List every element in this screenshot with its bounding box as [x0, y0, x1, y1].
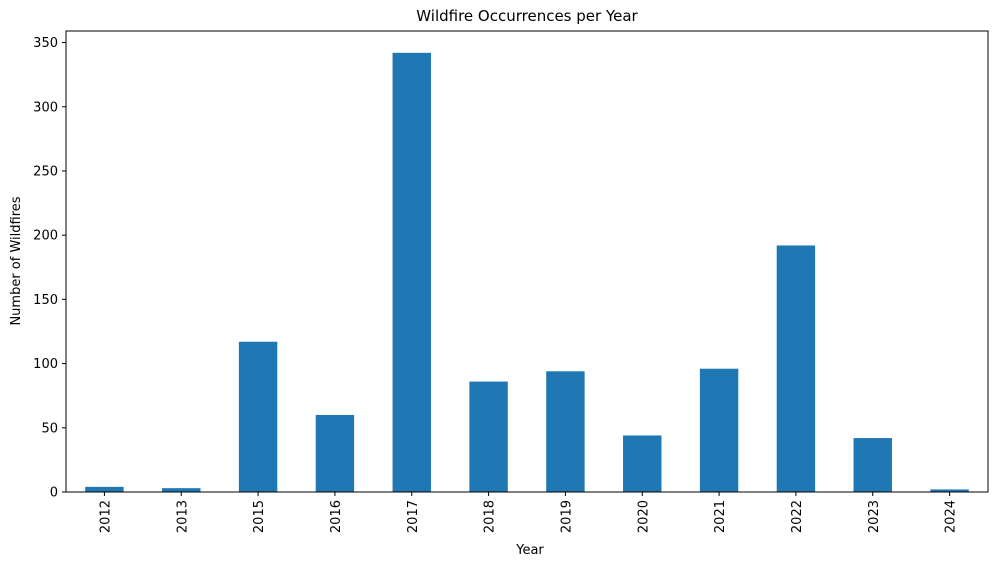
x-tick-label: 2023	[867, 500, 882, 533]
bar-2022	[776, 245, 816, 492]
y-tick-label: 200	[33, 229, 58, 244]
x-tick-label: 2016	[329, 500, 344, 533]
x-tick-label: 2017	[406, 500, 421, 533]
y-tick-label: 350	[33, 36, 58, 51]
y-tick-label: 0	[50, 486, 58, 501]
bar-2017	[392, 52, 431, 493]
y-tick-label: 150	[33, 293, 58, 308]
x-tick-label: 2021	[713, 500, 728, 533]
bar-2019	[546, 371, 585, 492]
y-tick-label: 250	[33, 164, 58, 179]
x-axis-title: Year	[515, 543, 544, 558]
y-tick-label: 100	[33, 357, 58, 372]
bar-2021	[699, 368, 739, 492]
x-tick-label: 2022	[790, 500, 805, 533]
plot-frame	[65, 30, 989, 493]
x-tick-label: 2015	[252, 500, 267, 533]
x-tick-label: 2019	[559, 500, 574, 533]
bar-2016	[315, 414, 355, 492]
bar-2013	[162, 488, 201, 492]
y-tick-label: 50	[41, 421, 58, 436]
bar-2012	[85, 486, 124, 492]
bar-2024	[930, 489, 969, 492]
x-tick-label: 2013	[175, 500, 190, 533]
bars-layer	[85, 52, 969, 493]
x-axis-ticks: 2012 2013 2015 2016 2017 2018 2019 2020 2021 2022…	[98, 492, 959, 533]
y-tick-label: 300	[33, 100, 58, 115]
bar-2015	[238, 341, 278, 492]
bar-2023	[853, 438, 892, 492]
chart-title: Wildfire Occurrences per Year	[416, 7, 638, 25]
y-axis-title: Number of Wildfires	[9, 196, 24, 325]
y-axis-ticks: 0 50 100 150 200 250 300 350	[33, 36, 66, 501]
x-tick-label: 2020	[636, 500, 651, 533]
x-tick-label: 2012	[98, 500, 113, 533]
x-tick-label: 2018	[483, 500, 498, 533]
bar-2018	[469, 381, 508, 492]
bar-2020	[623, 435, 662, 492]
x-tick-label: 2024	[944, 500, 959, 533]
